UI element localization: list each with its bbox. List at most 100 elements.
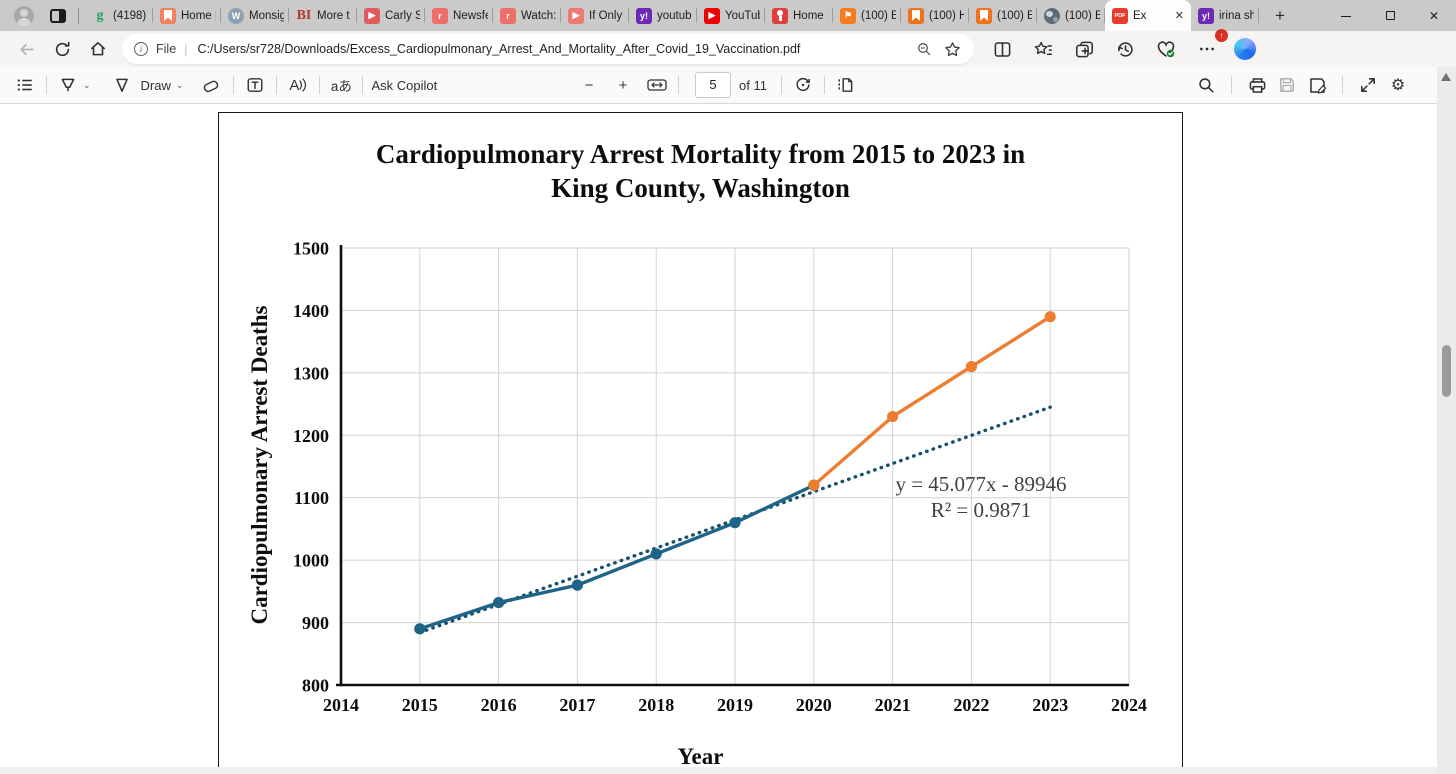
tab-label: (4198) — [113, 9, 147, 22]
rotate-icon[interactable] — [790, 72, 816, 98]
tab-list: g (4198) Home | W Monsig BI More t ▶ Carly S r New… — [85, 0, 1259, 31]
text-box-icon[interactable] — [242, 72, 268, 98]
svg-text:2016: 2016 — [481, 695, 517, 715]
line-chart: 800 900 1000 1100 1200 1300 1400 1500 2014 2015 20… — [293, 239, 1147, 716]
tab-label: Newsfe — [453, 9, 488, 22]
back-icon[interactable] — [12, 35, 40, 63]
tab-close-icon[interactable]: ✕ — [1174, 10, 1184, 22]
browser-essentials-icon[interactable] — [1152, 35, 1180, 63]
tab[interactable]: Home | — [153, 0, 221, 31]
tab[interactable]: (100) E — [969, 0, 1037, 31]
zoom-out-icon[interactable]: − — [584, 76, 594, 94]
save-as-icon[interactable] — [1304, 72, 1330, 98]
favorite-star-icon[interactable] — [938, 35, 966, 63]
read-aloud-icon[interactable]: A — [285, 72, 311, 98]
save-icon — [1274, 72, 1300, 98]
collections-icon[interactable] — [1070, 35, 1098, 63]
bookmark-icon — [160, 7, 176, 24]
tab[interactable]: y! irina sh — [1191, 0, 1259, 31]
scrollbar-thumb[interactable] — [1442, 345, 1451, 397]
refresh-icon[interactable] — [48, 35, 76, 63]
minimize-button[interactable] — [1324, 9, 1368, 23]
tab[interactable]: W Monsig — [221, 0, 289, 31]
page-number-input[interactable]: 5 — [695, 72, 731, 98]
svg-text:2017: 2017 — [559, 695, 595, 715]
page-info-icon[interactable]: i — [134, 42, 148, 56]
tab-active[interactable]: PDF Ex ✕ — [1105, 0, 1191, 31]
split-screen-icon[interactable] — [988, 35, 1016, 63]
tab-label: Carly S — [385, 9, 420, 22]
svg-text:2018: 2018 — [638, 695, 674, 715]
copilot-icon[interactable] — [1234, 38, 1256, 60]
navigation-bar: i File | C:/Users/sr728/Downloads/Excess… — [0, 29, 1456, 67]
settings-menu-icon[interactable]: ↑ — [1193, 29, 1228, 63]
tab-label: (100) H — [929, 9, 964, 22]
chevron-down-icon[interactable]: ⌄ — [175, 79, 184, 90]
tab-label: Ex — [1133, 9, 1147, 22]
r-icon: r — [500, 7, 516, 24]
expand-icon[interactable] — [1355, 72, 1381, 98]
tab[interactable]: r Watch: — [493, 0, 561, 31]
y-axis-title: Cardiopulmonary Arrest Deaths — [247, 305, 272, 625]
close-button[interactable]: ✕ — [1428, 8, 1440, 23]
tab[interactable]: ▶ If Only — [561, 0, 629, 31]
svg-text:2021: 2021 — [875, 695, 911, 715]
print-icon[interactable] — [1244, 72, 1270, 98]
pdf-page: Cardiopulmonary Arrest Mortality from 20… — [0, 105, 1437, 774]
ask-copilot-button[interactable]: Ask Copilot — [371, 77, 438, 93]
svg-text:2023: 2023 — [1032, 695, 1068, 715]
search-document-icon[interactable] — [1193, 72, 1219, 98]
maximize-button[interactable] — [1368, 9, 1412, 23]
chart-figure: Cardiopulmonary Arrest Mortality from 20… — [218, 112, 1183, 774]
youtube-icon: ▶ — [364, 7, 380, 24]
history-icon[interactable] — [1111, 35, 1139, 63]
pin-icon — [772, 7, 788, 24]
table-of-contents-icon[interactable] — [12, 72, 38, 98]
update-badge: ↑ — [1215, 29, 1228, 42]
tab[interactable]: y! youtub — [629, 0, 697, 31]
home-icon[interactable] — [84, 35, 112, 63]
tab[interactable]: BI More t — [289, 0, 357, 31]
address-bar[interactable]: i File | C:/Users/sr728/Downloads/Excess… — [122, 34, 974, 64]
pdf-settings-gear-icon[interactable]: ⚙ — [1390, 77, 1406, 94]
tab[interactable]: ▶ YouTub — [697, 0, 765, 31]
zoom-page-icon[interactable] — [910, 35, 938, 63]
tab-label: (100) E — [861, 9, 896, 22]
tab[interactable]: ⚑ (100) E — [833, 0, 901, 31]
svg-text:2015: 2015 — [402, 695, 438, 715]
eraser-icon[interactable] — [199, 72, 225, 98]
draw-icon[interactable] — [109, 72, 135, 98]
profile-avatar[interactable] — [14, 5, 34, 26]
highlight-icon[interactable] — [55, 72, 81, 98]
new-tab-button[interactable]: + — [1275, 5, 1285, 25]
youtube-icon: ▶ — [704, 7, 720, 24]
fit-to-width-icon[interactable] — [644, 72, 670, 98]
vertical-scrollbar[interactable] — [1437, 67, 1456, 774]
tab[interactable]: (100) H — [901, 0, 969, 31]
url-text[interactable]: C:/Users/sr728/Downloads/Excess_Cardiopu… — [197, 42, 801, 56]
tab[interactable]: r Newsfe — [425, 0, 493, 31]
flag-icon: ⚑ — [840, 7, 856, 24]
tab[interactable]: Home | — [765, 0, 833, 31]
bookmark-icon — [976, 7, 992, 24]
tab[interactable]: (100) E — [1037, 0, 1105, 31]
svg-text:2014: 2014 — [323, 695, 359, 715]
svg-text:2019: 2019 — [717, 695, 753, 715]
svg-text:800: 800 — [302, 676, 329, 696]
yahoo-icon: y! — [636, 7, 652, 24]
translate-icon[interactable]: aあ — [330, 79, 352, 94]
tab[interactable]: ▶ Carly S — [357, 0, 425, 31]
divider: | — [184, 41, 188, 57]
chevron-down-icon[interactable]: ⌄ — [83, 79, 91, 90]
draw-label[interactable]: Draw — [140, 77, 171, 93]
page-count-label: of 11 — [739, 77, 767, 93]
tab[interactable]: g (4198) — [85, 0, 153, 31]
page-view-icon[interactable] — [833, 72, 859, 98]
favorites-icon[interactable] — [1029, 35, 1057, 63]
globe-icon — [1044, 7, 1060, 24]
tab-search-icon[interactable] — [50, 8, 66, 23]
zoom-in-icon[interactable]: + — [618, 76, 628, 94]
scroll-up-arrow-icon[interactable] — [1441, 73, 1451, 81]
tab-label: If Only — [589, 9, 623, 22]
tab-label: Watch: — [521, 9, 556, 22]
